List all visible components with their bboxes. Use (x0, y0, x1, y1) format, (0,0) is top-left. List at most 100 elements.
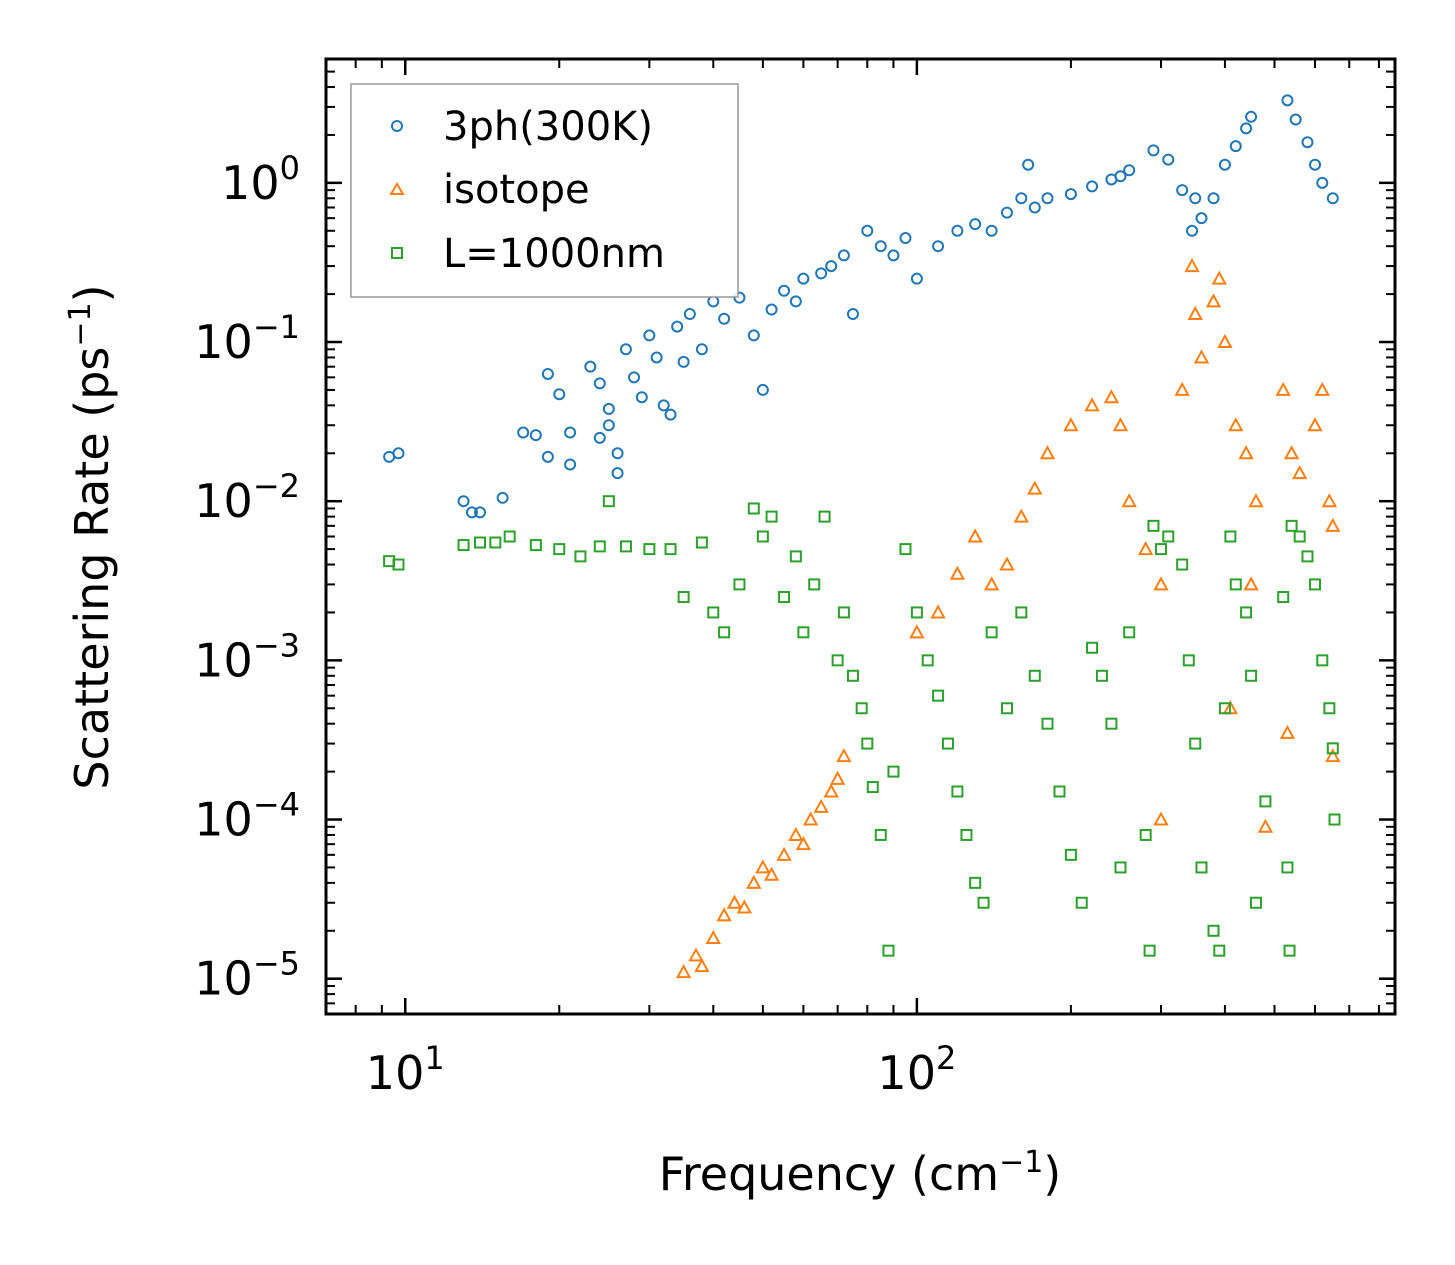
y-tick-labels: 100 10−1 10−2 10−3 10−4 10−5 (194, 149, 300, 1006)
point-boundary (756, 530, 769, 543)
point-boundary (392, 558, 405, 571)
point-boundary (1028, 669, 1041, 682)
point-3ph (1086, 180, 1099, 193)
point-isotope (1279, 724, 1296, 739)
legend-label-boundary: L=1000nm (443, 231, 665, 277)
point-3ph (874, 240, 887, 253)
point-3ph (1316, 176, 1329, 189)
point-isotope (836, 748, 852, 763)
point-3ph (1245, 110, 1258, 123)
point-boundary (1053, 785, 1066, 798)
point-3ph (584, 360, 597, 373)
point-boundary (1095, 669, 1108, 682)
plot-frame (324, 57, 1397, 1016)
point-boundary (1182, 654, 1195, 667)
point-3ph (1147, 144, 1160, 157)
point-3ph (910, 272, 923, 285)
point-boundary (882, 944, 895, 957)
legend-marker-3ph (391, 120, 403, 132)
x-tick-labels: 101 102 (366, 1039, 957, 1100)
point-3ph (593, 431, 606, 444)
point-3ph (1162, 153, 1175, 166)
point-boundary (985, 626, 998, 639)
point-boundary (861, 737, 874, 750)
point-boundary (1000, 702, 1013, 715)
point-boundary (695, 536, 708, 549)
point-3ph (564, 458, 577, 471)
point-3ph (392, 447, 405, 460)
point-boundary (789, 550, 802, 563)
point-isotope (694, 957, 710, 973)
point-3ph (985, 224, 998, 237)
point-isotope (736, 899, 753, 914)
point-boundary (797, 626, 810, 639)
point-boundary (887, 765, 900, 778)
point-boundary (818, 510, 831, 523)
point-boundary (1143, 944, 1156, 957)
point-3ph (756, 383, 769, 396)
point-3ph (564, 426, 577, 439)
point-boundary (1301, 550, 1314, 563)
point-boundary (1123, 626, 1136, 639)
point-boundary (1086, 641, 1099, 654)
point-boundary (503, 530, 516, 543)
point-3ph (683, 307, 696, 320)
point-isotope (829, 770, 846, 785)
y-tick-label: 10−2 (194, 467, 300, 528)
point-isotope (1193, 349, 1210, 364)
point-boundary (899, 543, 912, 556)
point-isotope (1307, 417, 1323, 432)
point-3ph (1326, 192, 1339, 205)
point-boundary (932, 689, 945, 702)
point-boundary (1207, 924, 1220, 937)
point-3ph (465, 506, 478, 519)
point-isotope (1248, 493, 1264, 508)
point-boundary (574, 550, 587, 563)
point-isotope (1112, 417, 1129, 432)
x-axis-title: Frequency (cm−1) (659, 1145, 1062, 1201)
point-isotope (1205, 293, 1222, 308)
point-isotope (1153, 811, 1169, 826)
point-boundary (874, 828, 887, 841)
x-tick-label: 102 (877, 1039, 956, 1100)
point-3ph (643, 329, 656, 342)
point-boundary (866, 781, 879, 794)
point-boundary (747, 502, 760, 515)
point-boundary (1277, 591, 1290, 604)
point-boundary (1064, 848, 1077, 861)
point-isotope (1013, 508, 1030, 523)
point-3ph (1028, 201, 1041, 214)
point-isotope (1314, 381, 1330, 396)
y-tick-label: 100 (221, 149, 300, 210)
point-3ph (1022, 158, 1035, 171)
point-3ph (1000, 206, 1013, 219)
point-isotope (1283, 445, 1300, 460)
point-3ph (1064, 188, 1077, 201)
point-isotope (1321, 493, 1338, 508)
point-isotope (930, 604, 946, 619)
point-isotope (1174, 381, 1190, 396)
point-isotope (1084, 397, 1100, 412)
point-3ph (1189, 192, 1202, 205)
point-3ph (529, 429, 542, 442)
point-boundary (977, 896, 990, 909)
point-3ph (797, 272, 810, 285)
point-boundary (1105, 717, 1118, 730)
point-boundary (1281, 861, 1294, 874)
point-isotope (823, 783, 839, 798)
point-isotope (1238, 445, 1254, 460)
point-3ph (825, 260, 838, 273)
point-3ph (861, 224, 874, 237)
point-3ph (657, 399, 670, 412)
point-isotope (1211, 270, 1227, 285)
y-tick-label: 10−4 (194, 786, 300, 847)
point-boundary (1229, 578, 1242, 591)
point-boundary (1189, 737, 1202, 750)
point-3ph (635, 391, 648, 404)
point-3ph (541, 367, 554, 380)
point-boundary (677, 591, 690, 604)
point-boundary (1316, 654, 1329, 667)
point-isotope (1217, 333, 1233, 349)
point-3ph (899, 232, 912, 245)
y-tick-label: 10−1 (194, 308, 300, 369)
